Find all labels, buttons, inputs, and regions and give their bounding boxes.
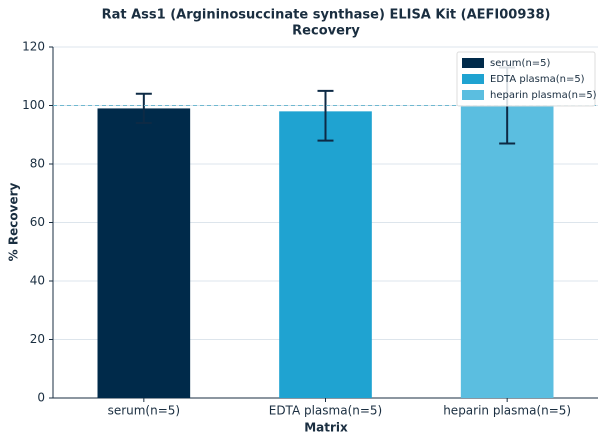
bar bbox=[279, 111, 372, 398]
x-tick-label: serum(n=5) bbox=[108, 404, 181, 418]
y-tick-label: 0 bbox=[37, 391, 45, 405]
bar bbox=[97, 108, 191, 399]
y-axis-label: % Recovery bbox=[7, 183, 21, 262]
legend-label: heparin plasma(n=5) bbox=[490, 90, 597, 101]
legend-swatch bbox=[462, 74, 484, 84]
legend-label: serum(n=5) bbox=[490, 58, 551, 69]
legend-swatch bbox=[462, 90, 484, 100]
y-tick-label: 60 bbox=[30, 215, 45, 229]
y-tick-label: 80 bbox=[30, 157, 45, 171]
legend-swatch bbox=[462, 58, 484, 68]
x-axis-label: Matrix bbox=[304, 421, 348, 435]
bar bbox=[460, 105, 554, 398]
y-tick-label: 120 bbox=[22, 40, 45, 54]
chart-title: Rat Ass1 (Argininosuccinate synthase) EL… bbox=[102, 8, 551, 23]
x-tick-label: heparin plasma(n=5) bbox=[443, 404, 571, 418]
x-tick-label: EDTA plasma(n=5) bbox=[269, 404, 383, 418]
y-tick-label: 20 bbox=[30, 332, 45, 346]
y-tick-label: 100 bbox=[22, 98, 45, 112]
y-tick-label: 40 bbox=[30, 274, 45, 288]
legend-label: EDTA plasma(n=5) bbox=[490, 74, 585, 85]
chart-subtitle: Recovery bbox=[292, 24, 360, 39]
legend-box bbox=[456, 51, 596, 107]
